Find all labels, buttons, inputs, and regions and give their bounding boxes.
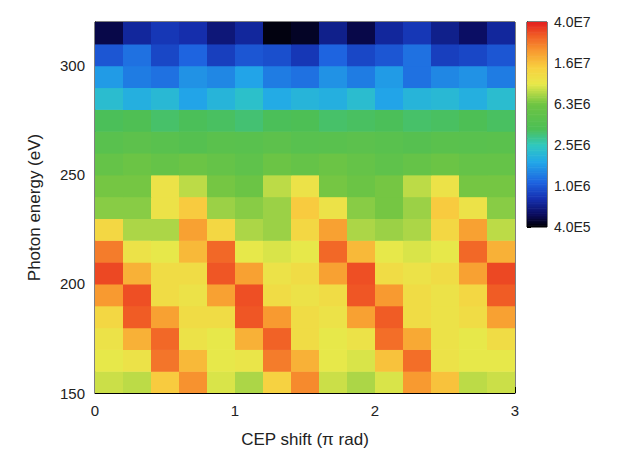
svg-text:200: 200 — [60, 275, 85, 292]
svg-text:4.0E7: 4.0E7 — [554, 14, 591, 30]
svg-text:1.6E7: 1.6E7 — [554, 55, 591, 71]
svg-text:3: 3 — [511, 402, 519, 419]
svg-text:300: 300 — [60, 57, 85, 74]
svg-text:1.0E6: 1.0E6 — [554, 178, 591, 194]
svg-text:6.3E6: 6.3E6 — [554, 96, 591, 112]
svg-text:0: 0 — [91, 402, 99, 419]
svg-text:1: 1 — [231, 402, 239, 419]
svg-text:250: 250 — [60, 166, 85, 183]
svg-text:2: 2 — [371, 402, 379, 419]
svg-text:4.0E5: 4.0E5 — [554, 219, 591, 235]
svg-text:Photon energy (eV): Photon energy (eV) — [25, 134, 44, 281]
svg-text:2.5E6: 2.5E6 — [554, 137, 591, 153]
svg-text:CEP shift (π rad): CEP shift (π rad) — [241, 430, 369, 449]
svg-text:150: 150 — [60, 385, 85, 402]
